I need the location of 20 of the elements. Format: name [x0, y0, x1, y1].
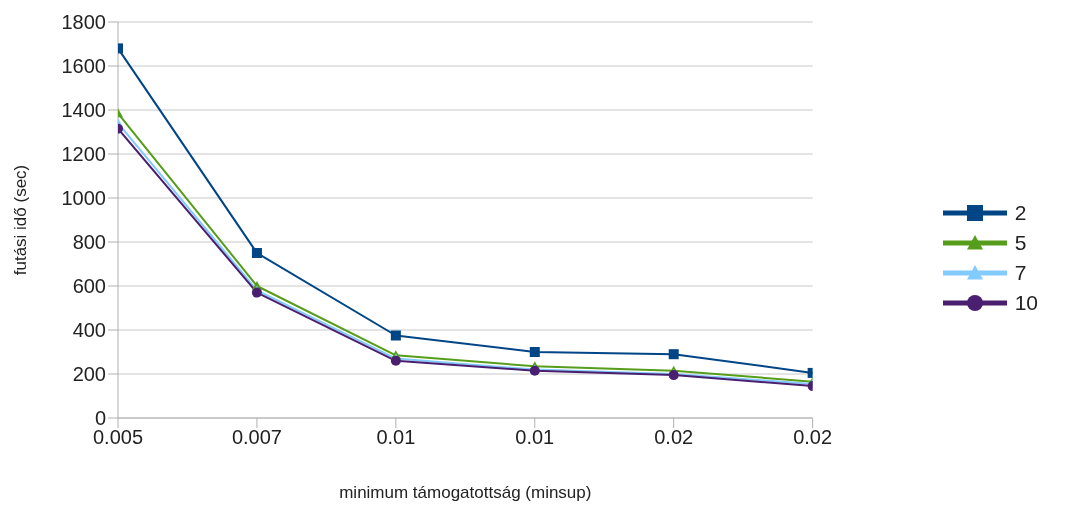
x-tick-label: 0.007 — [231, 426, 282, 449]
y-tick-label: 1800 — [61, 11, 106, 34]
x-tick-label: 0.01 — [376, 426, 416, 449]
y-tick-label: 800 — [72, 231, 106, 254]
y-tick-label: 600 — [72, 275, 106, 298]
y-tick-label: 200 — [72, 363, 106, 386]
x-tick-label: 0.01 — [515, 426, 555, 449]
x-tick-label: 0.02 — [654, 426, 694, 449]
y-tick-label: 400 — [72, 319, 106, 342]
y-tick-label: 1600 — [61, 55, 106, 78]
x-tick-label: 0.02 — [793, 426, 833, 449]
x-axis-title: minimum támogatottság (minsup) — [339, 483, 592, 502]
y-axis-title: futási idő (sec) — [11, 164, 31, 276]
legend-label: 5 — [1014, 231, 1027, 255]
y-tick-label: 1000 — [61, 187, 106, 210]
legend-label: 2 — [1014, 201, 1027, 225]
y-tick-label: 1400 — [61, 99, 106, 122]
y-tick-label: 1200 — [61, 143, 106, 166]
legend-label: 7 — [1014, 261, 1027, 285]
legend-label: 10 — [1014, 291, 1038, 315]
